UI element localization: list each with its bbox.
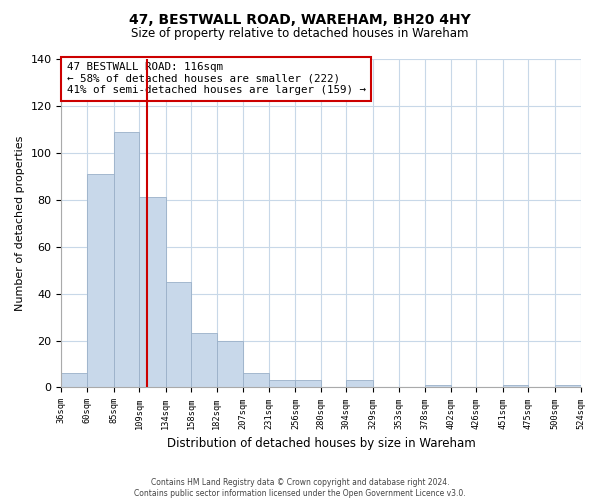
Bar bbox=[295, 380, 321, 388]
Text: 47 BESTWALL ROAD: 116sqm
← 58% of detached houses are smaller (222)
41% of semi-: 47 BESTWALL ROAD: 116sqm ← 58% of detach… bbox=[67, 62, 365, 96]
Bar bbox=[139, 198, 166, 388]
Bar bbox=[61, 374, 87, 388]
Bar bbox=[503, 385, 529, 388]
Bar bbox=[346, 380, 373, 388]
Bar bbox=[191, 334, 217, 388]
Bar bbox=[113, 132, 139, 388]
Bar bbox=[243, 374, 269, 388]
Text: Size of property relative to detached houses in Wareham: Size of property relative to detached ho… bbox=[131, 28, 469, 40]
Bar bbox=[217, 340, 243, 388]
Text: Contains HM Land Registry data © Crown copyright and database right 2024.
Contai: Contains HM Land Registry data © Crown c… bbox=[134, 478, 466, 498]
Text: 47, BESTWALL ROAD, WAREHAM, BH20 4HY: 47, BESTWALL ROAD, WAREHAM, BH20 4HY bbox=[129, 12, 471, 26]
Bar bbox=[555, 385, 581, 388]
Bar bbox=[87, 174, 113, 388]
Bar bbox=[425, 385, 451, 388]
Bar bbox=[166, 282, 191, 388]
Y-axis label: Number of detached properties: Number of detached properties bbox=[15, 136, 25, 311]
Bar bbox=[269, 380, 295, 388]
X-axis label: Distribution of detached houses by size in Wareham: Distribution of detached houses by size … bbox=[167, 437, 475, 450]
